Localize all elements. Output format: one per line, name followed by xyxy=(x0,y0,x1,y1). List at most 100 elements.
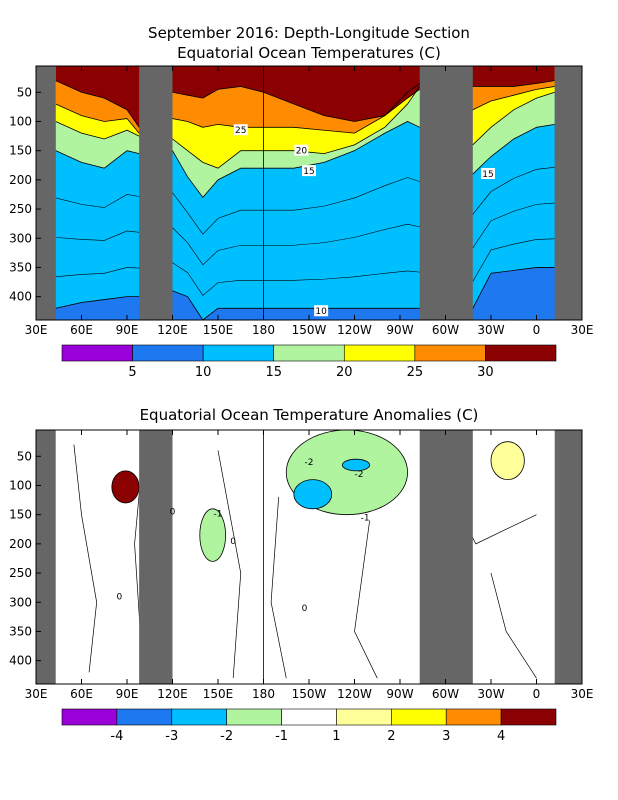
land-band-1 xyxy=(139,430,173,684)
contour-label: -2 xyxy=(355,470,364,480)
anomaly-plot-area: -2 -2 -1 -1 0 0 0 0 xyxy=(36,430,582,684)
colorbar-swatch xyxy=(336,708,392,726)
colorbar-swatch xyxy=(500,708,557,726)
contour-label-bg xyxy=(233,124,248,136)
y-tick-label: 250 xyxy=(9,202,32,216)
colorbar-label: 2 xyxy=(387,729,395,744)
chart1-title: September 2016: Depth-Longitude Section xyxy=(148,24,470,42)
x-tick-label: 150E xyxy=(203,687,234,701)
temperature-plot-area: 25 20 15 15 10 xyxy=(36,66,582,320)
contour-label: 0 xyxy=(230,537,236,547)
land-band-3 xyxy=(554,430,582,684)
land-band-0 xyxy=(36,430,56,684)
colorbar-label: 1 xyxy=(332,729,340,744)
land-band-0 xyxy=(36,66,56,320)
x-tick-label: 180 xyxy=(252,687,275,701)
x-tick-label: 60W xyxy=(432,323,459,337)
isotherm-minor-2 xyxy=(55,238,555,296)
x-tick-label: 90W xyxy=(386,323,413,337)
isotherm-minor-1 xyxy=(55,202,555,266)
isotherm-27 xyxy=(55,80,555,128)
colorbar-label: 3 xyxy=(442,729,450,744)
x-tick-label: 30W xyxy=(477,323,504,337)
colorbar-label: 5 xyxy=(128,365,136,380)
anomaly-region-5 xyxy=(490,441,525,481)
x-tick-label: 60E xyxy=(70,687,93,701)
x-tick-label: 30E xyxy=(571,687,594,701)
contour-label-bg xyxy=(314,305,329,317)
colorbar-swatch xyxy=(445,708,502,726)
x-tick-label: 120E xyxy=(157,323,188,337)
y-tick-label: 300 xyxy=(9,231,32,245)
x-tick-label: 60E xyxy=(70,323,93,337)
contour-label: -1 xyxy=(214,509,223,519)
colorbar-label: -3 xyxy=(165,729,178,744)
contour-label: 20 xyxy=(296,147,308,157)
x-tick-label: 120W xyxy=(337,323,372,337)
contour-label: 10 xyxy=(315,307,327,317)
colorbar-swatch xyxy=(171,708,227,726)
x-tick-label: 150E xyxy=(203,323,234,337)
chart2-axes: 30E 60E 90E 120E 150E 180 150W 120W 90W 60W 30W 0 30… xyxy=(9,430,593,701)
chart1-axes: 30E 60E 90E 120E 150E 180 150W 120W 90W 60W 30W 0 30… xyxy=(9,66,593,337)
anomaly-region-3 xyxy=(341,458,371,472)
x-tick-label: 30E xyxy=(25,323,48,337)
contour-label: 15 xyxy=(482,170,493,180)
chart1-subtitle: Equatorial Ocean Temperatures (C) xyxy=(177,44,441,62)
y-tick-label: 100 xyxy=(9,114,32,128)
chart2-title: Equatorial Ocean Temperature Anomalies (… xyxy=(140,406,479,424)
contour-label: 25 xyxy=(235,126,246,136)
contour-label: 0 xyxy=(302,604,308,614)
y-tick-label: 200 xyxy=(9,173,32,187)
x-tick-label: 90E xyxy=(116,687,139,701)
land-band-2 xyxy=(419,430,473,684)
x-tick-label: 90W xyxy=(386,687,413,701)
temperature-chart: September 2016: Depth-Longitude Section … xyxy=(9,24,593,380)
contour-label: 15 xyxy=(303,167,314,177)
colorbar-swatch xyxy=(61,344,133,362)
y-tick-label: 100 xyxy=(9,478,32,492)
y-tick-label: 200 xyxy=(9,537,32,551)
contour-label: 0 xyxy=(170,508,176,518)
y-tick-label: 150 xyxy=(9,144,32,158)
x-tick-label: 0 xyxy=(533,323,541,337)
colorbar-label: 10 xyxy=(195,365,212,380)
contour-label-bg xyxy=(480,168,495,180)
colorbar-swatch xyxy=(61,708,118,726)
colorbar-swatch xyxy=(202,344,275,362)
colorbar-swatch xyxy=(391,708,447,726)
contour-label: -1 xyxy=(361,514,370,524)
anomaly-colorbar: -4 -3 -2 -1 1 2 3 4 xyxy=(61,708,557,744)
anomaly-chart: Equatorial Ocean Temperature Anomalies (… xyxy=(9,406,593,744)
y-tick-label: 50 xyxy=(17,85,32,99)
colorbar-swatch xyxy=(273,344,345,362)
y-tick-label: 400 xyxy=(9,290,32,304)
anomaly-contour-6 xyxy=(490,572,537,679)
colorbar-label: -1 xyxy=(275,729,288,744)
anomaly-contour-0 xyxy=(73,444,98,673)
isotherm-10 xyxy=(55,267,555,320)
land-band-1 xyxy=(139,66,173,320)
colorbar-swatch xyxy=(485,344,557,362)
colorbar-label: -2 xyxy=(220,729,233,744)
x-tick-label: 30E xyxy=(571,323,594,337)
contour-label-bg xyxy=(302,165,316,177)
isotherm-25 xyxy=(55,83,555,134)
anomaly-contour-3 xyxy=(270,497,287,679)
isotherm-15 xyxy=(55,121,555,199)
land-band-3 xyxy=(554,66,582,320)
colorbar-label: 30 xyxy=(477,365,494,380)
x-tick-label: 120E xyxy=(157,687,188,701)
contour-label-bg xyxy=(294,144,309,156)
colorbar-label: -4 xyxy=(110,729,123,744)
x-tick-label: 0 xyxy=(533,687,541,701)
land-band-2 xyxy=(419,66,473,320)
x-tick-label: 150W xyxy=(292,323,327,337)
isotherm-20 xyxy=(55,85,555,169)
anomaly-contour-4 xyxy=(354,520,378,679)
isotherm-minor-0 xyxy=(55,167,555,235)
colorbar-label: 20 xyxy=(336,365,353,380)
colorbar-swatch xyxy=(281,708,337,726)
x-tick-label: 180 xyxy=(252,323,275,337)
x-tick-label: 30W xyxy=(477,687,504,701)
